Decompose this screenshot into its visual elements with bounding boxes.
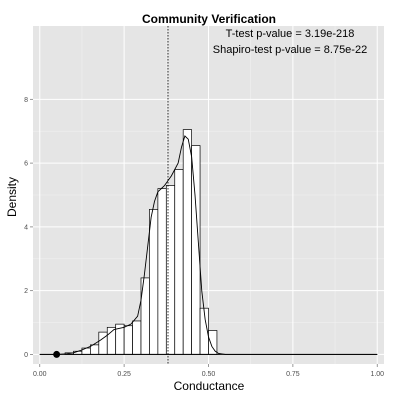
marker-point [53,350,61,358]
histogram-bar [149,208,159,355]
x-tick-label: 0.75 [286,371,300,378]
histogram-bar [208,330,218,355]
y-axis-ticks: 0 2 4 6 8 [24,97,33,359]
x-tick-label: 0.00 [33,371,47,378]
x-axis-ticks: 0.00 0.25 0.50 0.75 1.00 [33,364,384,378]
y-tick-label: 4 [24,224,28,231]
x-tick-label: 0.50 [202,371,216,378]
y-tick-label: 2 [24,288,28,295]
y-tick-label: 8 [24,97,28,104]
histogram-bar [98,331,108,355]
x-tick-label: 1.00 [370,371,384,378]
histogram-bars [64,129,218,355]
y-tick-label: 6 [24,161,28,168]
histogram-bar [182,129,192,355]
shapiro-annotation: Shapiro-test p-value = 8.75e-22 [213,44,367,56]
histogram-bar [157,188,167,355]
x-tick-label: 0.25 [117,371,131,378]
density-curve [39,135,378,355]
y-tick-label: 0 [24,352,28,359]
histogram-bar [165,185,176,355]
y-axis-title: Density [5,177,19,217]
histogram-bar [174,169,184,355]
x-axis-title: Conductance [174,379,245,393]
histogram-bar [132,320,142,355]
histogram-bar [123,325,133,355]
ttest-annotation: T-test p-value = 3.19e-218 [226,28,355,40]
histogram-bar [90,344,100,355]
chart-title: Community Verification [142,12,276,26]
